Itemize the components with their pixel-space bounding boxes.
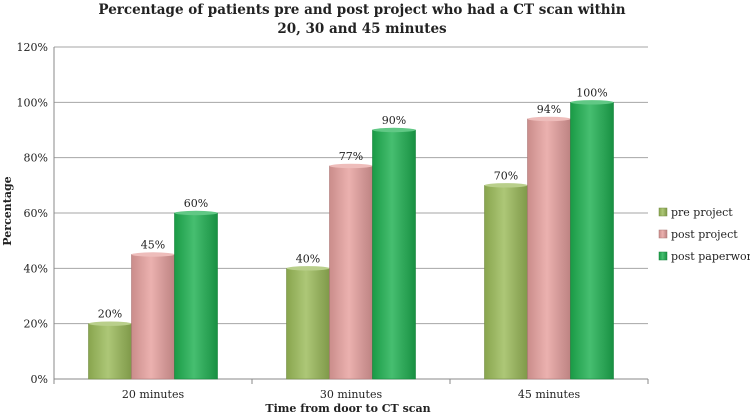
bar-cap bbox=[88, 321, 132, 326]
bar-cap bbox=[570, 100, 614, 105]
bar-cap bbox=[484, 183, 528, 188]
legend: pre project post project post paperwork bbox=[658, 206, 750, 263]
data-label: 94% bbox=[537, 103, 561, 116]
bar-cap bbox=[372, 127, 416, 133]
bar-post-paperwork-0 bbox=[174, 212, 218, 380]
chart-subtitle: 20, 30 and 45 minutes bbox=[277, 21, 447, 37]
data-label: 45% bbox=[141, 239, 165, 252]
bar-pre-project-2 bbox=[484, 185, 528, 380]
y-tick-label: 40% bbox=[24, 262, 48, 275]
data-label: 100% bbox=[576, 86, 607, 99]
bar-cap bbox=[174, 210, 218, 216]
legend-swatch-pre-project bbox=[658, 207, 668, 217]
x-tick-label: 30 minutes bbox=[320, 388, 383, 401]
x-tick-labels: 20 minutes 30 minutes 45 minutes bbox=[122, 388, 581, 401]
x-axis-label: Time from door to CT scan bbox=[265, 402, 430, 415]
legend-label: post project bbox=[671, 228, 738, 241]
y-tick-label: 100% bbox=[17, 96, 48, 109]
x-tick-label: 45 minutes bbox=[518, 388, 581, 401]
y-tick-labels: 0% 20% 40% 60% 80% 100% 120% bbox=[17, 41, 48, 386]
bar-post-paperwork-2 bbox=[570, 102, 614, 380]
bars bbox=[88, 100, 614, 380]
legend-label: post paperwork bbox=[671, 250, 750, 263]
chart-title: Percentage of patients pre and post proj… bbox=[98, 2, 625, 18]
y-tick-label: 60% bbox=[24, 207, 48, 220]
bar-post-project-2 bbox=[527, 118, 571, 380]
data-label: 90% bbox=[382, 114, 406, 127]
y-axis-label: Percentage bbox=[1, 176, 14, 245]
bar-pre-project-0 bbox=[88, 323, 132, 380]
bar-cap bbox=[131, 252, 175, 257]
legend-label: pre project bbox=[671, 206, 733, 219]
bar-post-paperwork-1 bbox=[372, 129, 416, 380]
data-label: 20% bbox=[98, 308, 122, 321]
bar-cap bbox=[527, 116, 571, 122]
data-label: 60% bbox=[184, 197, 208, 210]
y-tick-label: 80% bbox=[24, 152, 48, 165]
legend-swatch-post-project bbox=[658, 229, 668, 239]
bar-post-project-1 bbox=[329, 165, 373, 380]
bar-post-project-0 bbox=[131, 254, 175, 380]
y-tick-label: 0% bbox=[31, 373, 48, 386]
bar-cap bbox=[329, 163, 373, 169]
bar-cap bbox=[286, 266, 330, 271]
legend-swatch-post-paperwork bbox=[658, 251, 668, 261]
bar-pre-project-1 bbox=[286, 268, 330, 380]
y-tick-label: 20% bbox=[24, 318, 48, 331]
data-label: 77% bbox=[339, 150, 363, 163]
data-label: 70% bbox=[494, 169, 518, 182]
y-tick-label: 120% bbox=[17, 41, 48, 54]
data-labels: 20% 45% 60% 40% 77% 90% 70% 94% 100% bbox=[98, 86, 608, 320]
x-tick-label: 20 minutes bbox=[122, 388, 185, 401]
data-label: 40% bbox=[296, 252, 320, 265]
